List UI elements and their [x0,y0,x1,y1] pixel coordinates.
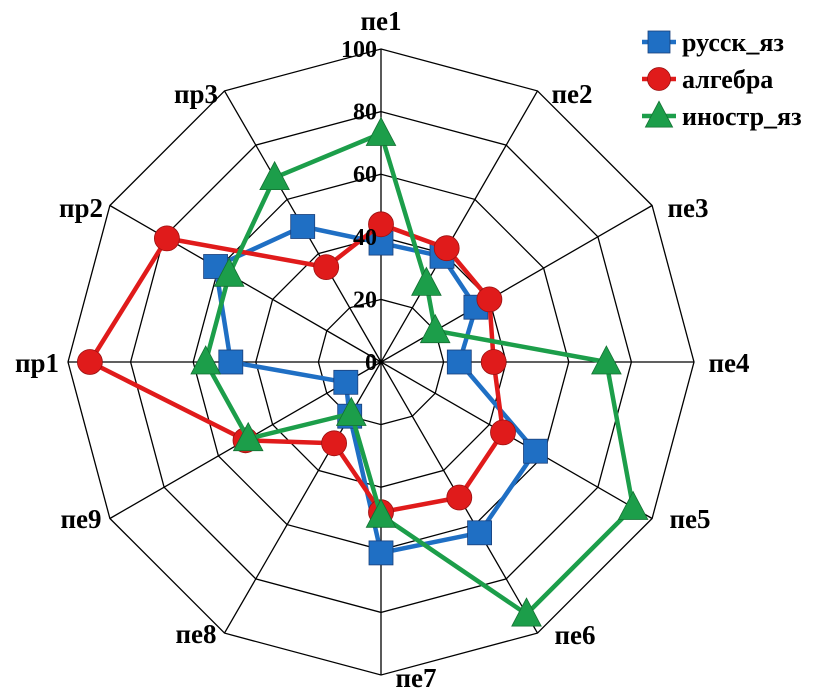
data-point [433,235,460,262]
legend-item: иностр_яз [642,100,802,131]
tick-label: 100 [341,37,377,63]
legend-marker [644,100,674,128]
data-point [476,286,503,313]
legend-marker [647,30,671,54]
chart-legend: русск_яз алгебра иностр_яз [642,28,802,131]
series-иностр_яз [190,116,649,627]
data-point [365,116,397,146]
data-point [333,369,359,395]
data-point [523,438,548,464]
category-label: пр1 [15,348,59,378]
data-point [617,490,649,520]
tick-label: 40 [353,225,377,251]
data-point [259,160,290,191]
data-point [153,225,180,252]
category-label: пе2 [551,79,592,109]
data-point [591,345,622,375]
data-point [190,345,222,375]
data-point [480,349,507,375]
spoke-пе2 [380,90,539,363]
legend-marker [647,67,671,91]
category-label: пе8 [175,619,216,649]
data-point [446,349,472,375]
category-labels: пе1 пе2 пе3 пе4 пе5 пе6 пе7 пе8 пе9 пр1 пр2 пр3 [15,6,750,690]
data-point [411,266,442,296]
series-line [203,131,636,617]
legend-item: алгебра [642,65,773,94]
tick-label: 80 [353,100,377,126]
category-label: пе6 [554,620,595,650]
data-point [321,430,348,457]
legend-label: иностр_яз [682,102,802,131]
category-label: пе1 [360,6,401,36]
category-label: пе5 [669,504,710,534]
data-point [313,254,340,281]
tick-label: 0 [365,350,377,376]
data-point [446,484,473,511]
category-label: пе3 [667,193,708,223]
data-point [511,597,542,627]
tick-label: 20 [353,287,377,313]
spoke-пе8 [223,361,382,634]
data-point [335,396,367,426]
legend-label: алгебра [682,65,773,94]
category-label: пр2 [59,193,103,223]
radial-tick-labels: 0 20 40 60 80 100 [341,37,377,376]
category-label: пр3 [174,79,218,109]
series-алгебра [77,211,516,526]
data-point [365,498,397,528]
data-point [368,211,394,238]
data-point [213,257,245,287]
data-point [218,349,244,375]
spoke-пр2 [109,204,382,363]
data-point [467,520,493,546]
legend-item: русск_яз [642,28,784,57]
chart-series [77,116,649,627]
category-label: пе4 [708,348,749,378]
tick-label: 60 [353,162,377,188]
data-point [77,349,103,375]
data-point [490,419,516,446]
legend-label: русск_яз [682,28,784,57]
category-label: пе7 [395,663,436,690]
data-point [232,421,264,452]
category-label: пе9 [60,504,101,534]
data-point [368,540,394,566]
data-point [290,214,316,239]
data-point [419,313,451,344]
spoke-пе5 [380,361,653,520]
